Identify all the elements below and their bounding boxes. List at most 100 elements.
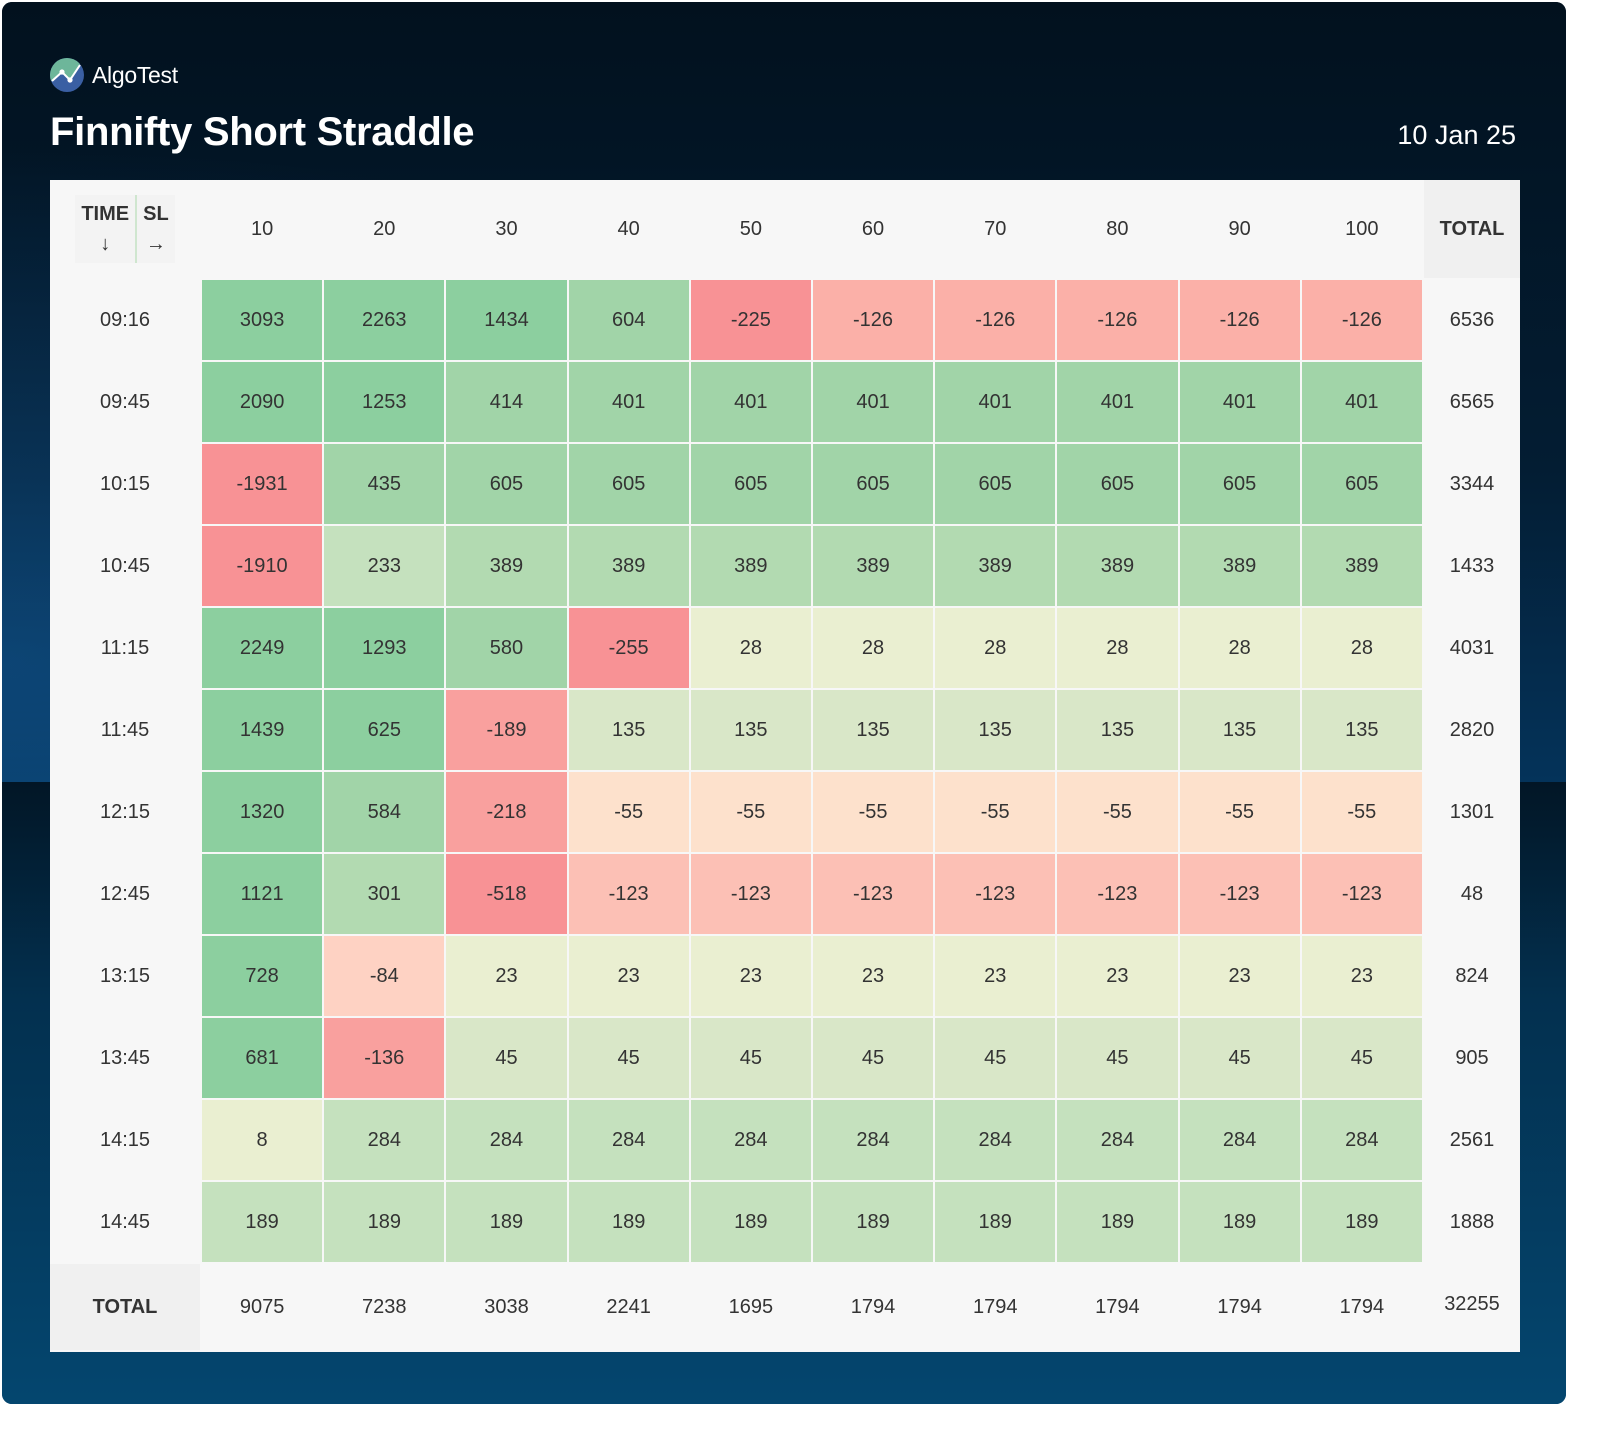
heatmap-cell: 189 <box>324 1182 445 1262</box>
row-time-label: 13:45 <box>50 1018 200 1098</box>
table-row: 12:45 1121 301 -518 -123 -123 -123 -123 -123 -123… <box>50 854 1520 934</box>
heatmap-cell: 189 <box>446 1182 567 1262</box>
heatmap-cell: 284 <box>1057 1100 1178 1180</box>
column-header-total: TOTAL <box>1424 180 1520 278</box>
heatmap-cell: 605 <box>568 444 689 524</box>
heatmap-cell: 580 <box>446 608 567 688</box>
arrow-right-icon: → <box>145 233 166 255</box>
column-total: 2241 <box>568 1264 689 1350</box>
heatmap-cell: -55 <box>935 772 1056 852</box>
heatmap-cell: 28 <box>690 608 811 688</box>
algotest-logo-icon <box>50 58 84 92</box>
totals-row-label: TOTAL <box>50 1264 200 1350</box>
heatmap-cell: 389 <box>690 526 811 606</box>
heatmap-cell: 435 <box>324 444 445 524</box>
table-row: 13:15 728 -84 23 23 23 23 23 23 23 23 824 <box>50 936 1520 1016</box>
report-date: 10 Jan 25 <box>1397 120 1516 150</box>
heatmap-cell: -126 <box>935 280 1056 360</box>
heatmap-cell: 45 <box>812 1018 934 1098</box>
heatmap-cell: 389 <box>1179 526 1300 606</box>
heatmap-cell: 135 <box>568 690 689 770</box>
heatmap-cell: 1293 <box>324 608 445 688</box>
heatmap-cell: -218 <box>446 772 567 852</box>
heatmap-cell: 28 <box>1179 608 1300 688</box>
heatmap-cell: 284 <box>1179 1100 1300 1180</box>
column-total: 9075 <box>202 1264 323 1350</box>
row-total: 48 <box>1424 854 1520 934</box>
row-total: 905 <box>1424 1018 1520 1098</box>
heatmap-cell: 8 <box>202 1100 323 1180</box>
heatmap-cell: 284 <box>1301 1100 1422 1180</box>
heatmap-cell: 3093 <box>202 280 323 360</box>
column-header-sl: 70 <box>935 180 1056 278</box>
heatmap-cell: 605 <box>1301 444 1422 524</box>
heatmap-cell: -255 <box>568 608 689 688</box>
row-total: 6565 <box>1424 362 1520 442</box>
heatmap-cell: 189 <box>935 1182 1056 1262</box>
heatmap-cell: 389 <box>1057 526 1178 606</box>
heatmap-cell: 401 <box>812 362 934 442</box>
heatmap-cell: 189 <box>1057 1182 1178 1262</box>
heatmap-cell: -123 <box>935 854 1056 934</box>
heatmap-cell: -55 <box>568 772 689 852</box>
time-axis-label: TIME <box>81 203 130 225</box>
heatmap-cell: 401 <box>690 362 811 442</box>
heatmap-cell: 389 <box>812 526 934 606</box>
heatmap-cell: 728 <box>202 936 323 1016</box>
heatmap-cell: -55 <box>690 772 811 852</box>
heatmap-cell: 605 <box>690 444 811 524</box>
row-time-label: 14:15 <box>50 1100 200 1180</box>
heatmap-cell: 605 <box>1179 444 1300 524</box>
row-time-label: 13:15 <box>50 936 200 1016</box>
heatmap-cell: 389 <box>446 526 567 606</box>
column-header-sl: 60 <box>812 180 934 278</box>
heatmap-cell: -55 <box>1179 772 1300 852</box>
heatmap-cell: 605 <box>935 444 1056 524</box>
heatmap-cell: 23 <box>568 936 689 1016</box>
heatmap-cell: -189 <box>446 690 567 770</box>
report-card: AlgoTest Finnifty Short Straddle 10 Jan … <box>2 2 1566 1404</box>
heatmap-cell: 28 <box>935 608 1056 688</box>
heatmap-cell: 135 <box>812 690 934 770</box>
heatmap-cell: -123 <box>568 854 689 934</box>
column-total: 3038 <box>446 1264 567 1350</box>
row-time-label: 11:45 <box>50 690 200 770</box>
heatmap-cell: 604 <box>568 280 689 360</box>
row-total: 1888 <box>1424 1182 1520 1262</box>
row-total: 3344 <box>1424 444 1520 524</box>
column-header-sl: 10 <box>202 180 323 278</box>
column-header-sl: 90 <box>1179 180 1300 278</box>
heatmap-cell: 301 <box>324 854 445 934</box>
heatmap-cell: 189 <box>812 1182 934 1262</box>
table-row: 11:15 2249 1293 580 -255 28 28 28 28 28 28 4031 <box>50 608 1520 688</box>
heatmap-cell: 2090 <box>202 362 323 442</box>
column-total: 1794 <box>1179 1264 1300 1350</box>
heatmap-cell: 135 <box>690 690 811 770</box>
table-row: 10:45 -1910 233 389 389 389 389 389 389 389 389 143… <box>50 526 1520 606</box>
heatmap-cell: 584 <box>324 772 445 852</box>
heatmap-cell: -126 <box>1179 280 1300 360</box>
heatmap-cell: 189 <box>568 1182 689 1262</box>
row-time-label: 14:45 <box>50 1182 200 1262</box>
heatmap-cell: 284 <box>935 1100 1056 1180</box>
heatmap-cell: 189 <box>202 1182 323 1262</box>
heatmap-cell: 135 <box>1301 690 1422 770</box>
row-time-label: 12:45 <box>50 854 200 934</box>
heatmap-cell: -126 <box>812 280 934 360</box>
heatmap-cell: -225 <box>690 280 811 360</box>
heatmap-cell: -126 <box>1301 280 1422 360</box>
heatmap-cell: 45 <box>568 1018 689 1098</box>
corner-divider <box>135 195 138 263</box>
sl-axis-label: SL <box>143 203 169 225</box>
heatmap-cell: 135 <box>935 690 1056 770</box>
table-row: 10:15 -1931 435 605 605 605 605 605 605 605 605 334… <box>50 444 1520 524</box>
heatmap-cell: 389 <box>568 526 689 606</box>
heatmap-cell: 23 <box>1179 936 1300 1016</box>
heatmap-cell: 135 <box>1179 690 1300 770</box>
table-row: 09:45 2090 1253 414 401 401 401 401 401 401 401 656… <box>50 362 1520 442</box>
heatmap-cell: 1320 <box>202 772 323 852</box>
table-row: 09:16 3093 2263 1434 604 -225 -126 -126 -126 -126… <box>50 280 1520 360</box>
heatmap-cell: 401 <box>1179 362 1300 442</box>
heatmap-cell: 23 <box>690 936 811 1016</box>
heatmap-cell: 45 <box>1057 1018 1178 1098</box>
